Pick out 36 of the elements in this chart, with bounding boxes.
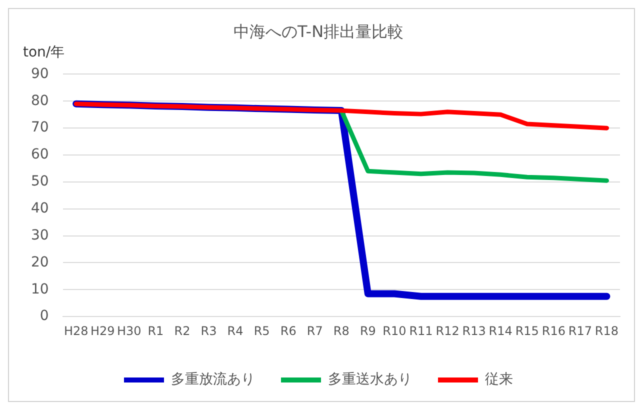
x-tick-label: R13: [462, 324, 486, 338]
x-tick-label: R5: [254, 324, 270, 338]
x-tick-label: R14: [488, 324, 512, 338]
chart-title: 中海へのT-N排出量比較: [233, 22, 404, 41]
legend-label: 従来: [485, 372, 513, 388]
y-tick-label: 0: [40, 308, 49, 324]
y-tick-label: 10: [30, 281, 49, 298]
x-tick-label: R9: [360, 324, 376, 338]
y-axis-title: ton/年: [23, 44, 65, 61]
x-tick-label: R18: [594, 324, 619, 338]
x-tick-label: H30: [117, 324, 142, 338]
legend-label: 多重放流あり: [171, 372, 255, 388]
x-tick-label: R8: [333, 324, 350, 338]
y-tick-label: 90: [30, 66, 49, 82]
x-tick-label: R12: [436, 324, 460, 338]
x-tick-label: R4: [227, 324, 244, 338]
x-tick-label: H28: [64, 324, 88, 338]
y-tick-label: 30: [30, 227, 49, 244]
x-tick-label: R3: [200, 324, 217, 338]
x-tick-label: R10: [382, 324, 406, 338]
y-tick-label: 50: [30, 174, 49, 190]
x-tick-label: R16: [542, 324, 566, 338]
x-tick-label: H29: [90, 324, 115, 338]
x-tick-label: R11: [409, 324, 433, 338]
x-tick-label: R15: [515, 324, 539, 338]
legend-label: 多重送水あり: [328, 372, 412, 388]
y-tick-label: 70: [30, 120, 49, 136]
y-tick-label: 80: [30, 92, 49, 109]
x-tick-label: R17: [568, 324, 592, 338]
x-tick-label: R7: [306, 324, 323, 338]
y-tick-label: 40: [30, 200, 49, 217]
x-tick-label: R1: [148, 324, 164, 338]
x-tick-label: R2: [174, 324, 190, 338]
y-tick-label: 20: [30, 254, 49, 270]
x-tick-label: R6: [280, 324, 296, 338]
y-tick-label: 60: [30, 146, 49, 163]
